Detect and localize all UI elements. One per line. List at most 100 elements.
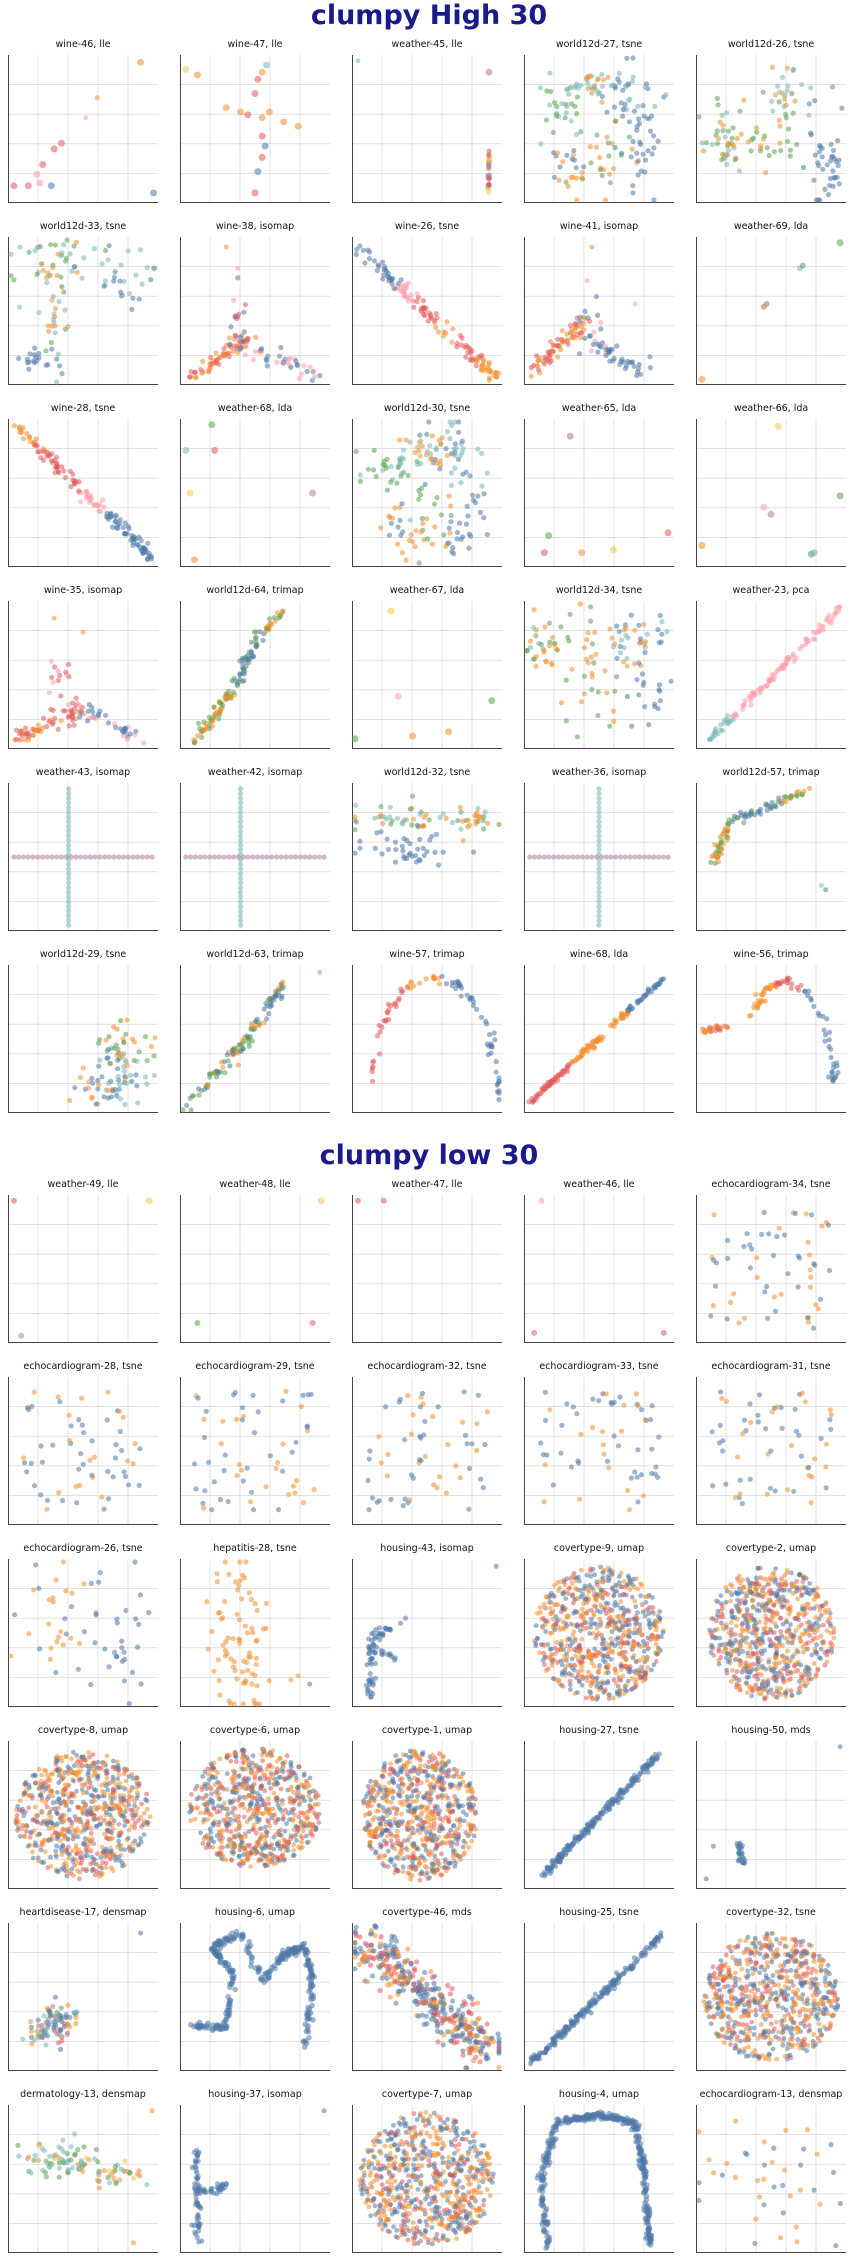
point-group	[8, 237, 158, 385]
scatter-point	[51, 615, 57, 621]
scatter-point	[420, 520, 426, 526]
scatter-point	[474, 1421, 480, 1427]
scatter-point	[130, 295, 136, 301]
scatter-point	[527, 644, 533, 651]
scatter-panel: world12d-64, trimap	[180, 584, 330, 749]
scatter-point	[117, 1428, 123, 1435]
scatter-point	[748, 1618, 754, 1623]
scatter-point	[573, 1056, 579, 1062]
scatter-point	[449, 979, 455, 985]
scatter-point	[810, 629, 816, 635]
scatter-point	[240, 1413, 247, 1419]
scatter-point	[407, 517, 413, 523]
scatter-point	[375, 1033, 381, 1039]
scatter-point	[567, 1682, 573, 1688]
scatter-point	[748, 1419, 754, 1426]
scatter-point	[381, 458, 387, 464]
scatter-point	[150, 189, 158, 197]
scatter-point	[57, 1399, 63, 1405]
scatter-point	[610, 708, 616, 714]
scatter-point	[53, 1669, 59, 1676]
scatter-point	[183, 854, 189, 860]
scatter-point	[726, 1659, 731, 1665]
scatter-point	[598, 1564, 603, 1570]
scatter-point	[188, 854, 194, 860]
panel-title: world12d-26, tsne	[727, 39, 815, 50]
scatter-point	[449, 339, 455, 345]
scatter-point	[606, 1606, 612, 1612]
scatter-point	[820, 1013, 826, 1019]
scatter-point	[779, 74, 785, 80]
scatter-point	[741, 1315, 748, 1321]
scatter-point	[466, 1506, 472, 1512]
scatter-point	[184, 1102, 190, 1108]
scatter-point	[43, 348, 49, 354]
scatter-point	[260, 1626, 267, 1632]
scatter-point	[564, 152, 570, 158]
scatter-point	[731, 1291, 737, 1297]
scatter-point	[416, 487, 422, 494]
scatter-point	[238, 852, 244, 858]
scatter-point	[250, 1630, 256, 1636]
scatter-point	[222, 1452, 228, 1458]
scatter-point	[609, 346, 615, 352]
scatter-point	[73, 695, 79, 701]
scatter-point	[640, 682, 646, 688]
scatter-point	[592, 1572, 597, 1578]
scatter-plot	[524, 419, 674, 567]
scatter-point	[97, 1570, 103, 1576]
scatter-point	[467, 995, 473, 1001]
scatter-point	[96, 1040, 102, 1046]
scatter-point	[454, 529, 461, 536]
scatter-point	[99, 261, 105, 267]
scatter-point	[611, 1017, 618, 1023]
scatter-point	[815, 1010, 821, 1016]
scatter-point	[71, 243, 77, 249]
scatter-point	[737, 1491, 743, 1497]
scatter-panel: covertype-9, umap	[524, 1542, 674, 1707]
scatter-point	[574, 734, 580, 740]
scatter-point	[656, 682, 663, 688]
scatter-point	[574, 854, 581, 860]
scatter-point	[414, 299, 420, 305]
scatter-point	[263, 61, 270, 69]
scatter-point	[656, 1647, 661, 1653]
scatter-point	[115, 1066, 121, 1072]
scatter-point	[304, 368, 310, 375]
scatter-point	[790, 110, 796, 116]
point-group	[11, 786, 155, 928]
scatter-point	[225, 1498, 231, 1505]
scatter-point	[609, 635, 615, 641]
scatter-point	[378, 525, 384, 531]
scatter-point	[555, 354, 561, 360]
scatter-point	[763, 170, 769, 176]
scatter-point	[433, 311, 439, 317]
scatter-point	[204, 1599, 210, 1605]
scatter-point	[93, 1610, 99, 1616]
scatter-point	[387, 1626, 393, 1632]
scatter-point	[544, 88, 550, 94]
scatter-point	[828, 1046, 834, 1052]
scatter-point	[559, 1669, 565, 1675]
scatter-point	[111, 274, 118, 280]
scatter-point	[496, 1079, 502, 1085]
scatter-point	[811, 1003, 817, 1009]
scatter-point	[392, 1000, 398, 1006]
scatter-panel: world12d-34, tsne	[524, 584, 674, 749]
scatter-point	[564, 1069, 571, 1075]
scatter-point	[106, 1087, 112, 1093]
scatter-point	[587, 1631, 593, 1636]
scatter-point	[76, 1641, 83, 1647]
scatter-point	[600, 1636, 606, 1642]
panel-title: wine-68, lda	[569, 949, 629, 960]
scatter-point	[533, 353, 539, 359]
scatter-panel: echocardiogram-32, tsne	[352, 1360, 502, 1525]
scatter-point	[8, 1653, 14, 1659]
scatter-point	[231, 1045, 238, 1051]
scatter-point	[575, 1645, 580, 1651]
scatter-point	[646, 1592, 652, 1598]
scatter-point	[628, 1579, 634, 1585]
scatter-point	[772, 803, 778, 809]
scatter-point	[228, 324, 234, 330]
scatter-point	[770, 108, 776, 114]
